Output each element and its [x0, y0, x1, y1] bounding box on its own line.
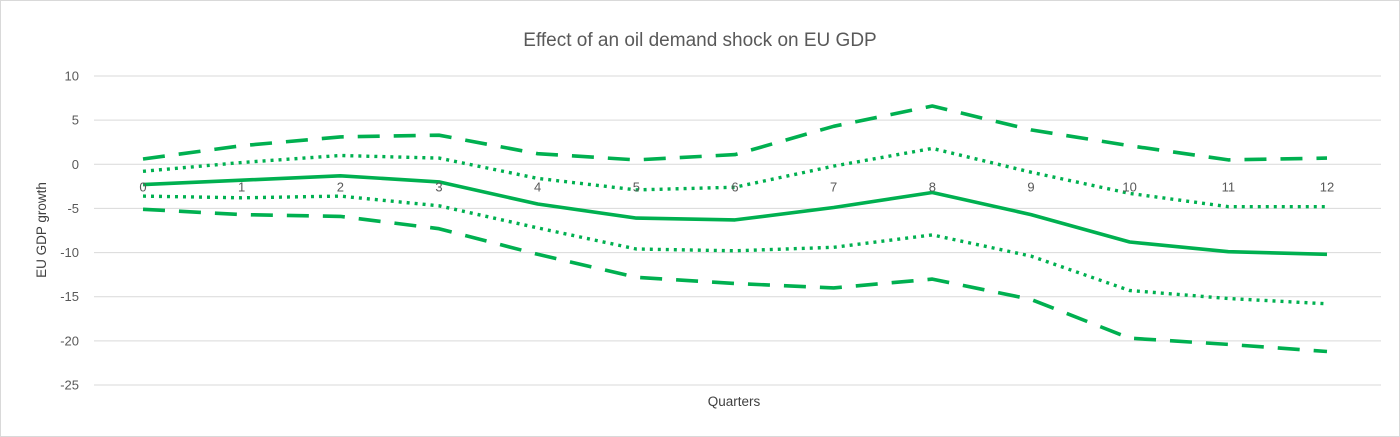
y-tick-label: 10	[65, 69, 79, 84]
x-axis-ticks: 0 1 2 3 4 5 6 7 8 9 10 11 12	[139, 179, 1334, 194]
y-tick-label: -5	[67, 201, 79, 216]
chart-title: Effect of an oil demand shock on EU GDP	[523, 30, 876, 51]
y-tick-label: -25	[60, 378, 79, 393]
x-tick-label: 10	[1122, 179, 1136, 194]
x-tick-label: 11	[1222, 179, 1236, 194]
series-lines	[142, 104, 1328, 354]
x-tick-label: 0	[139, 179, 146, 194]
series-line-solid-2	[142, 174, 1328, 257]
y-tick-label: 5	[72, 113, 79, 128]
x-tick-label: 9	[1027, 179, 1034, 194]
x-tick-label: 5	[633, 179, 640, 194]
x-axis-title: Quarters	[708, 394, 761, 409]
y-tick-label: -10	[60, 245, 79, 260]
x-tick-label: 3	[435, 179, 442, 194]
y-tick-label: -15	[60, 289, 79, 304]
y-axis-ticks: 10 5 0 -5 -10 -15 -20 -25	[60, 69, 79, 393]
x-tick-label: 1	[238, 179, 245, 194]
x-tick-label: 6	[731, 179, 738, 194]
x-tick-label: 8	[929, 179, 936, 194]
x-tick-label: 4	[534, 179, 541, 194]
x-tick-label: 7	[830, 179, 837, 194]
series-line-dashed-4	[142, 207, 1328, 354]
x-tick-label: 12	[1320, 179, 1334, 194]
y-tick-label: 0	[72, 157, 79, 172]
series-line-dashed-0	[142, 104, 1328, 162]
y-axis-title: EU GDP growth	[34, 182, 49, 278]
series-line-dotted-3	[142, 194, 1328, 306]
gridlines	[94, 75, 1381, 386]
x-tick-label: 2	[337, 179, 344, 194]
y-tick-label: -20	[60, 333, 79, 348]
